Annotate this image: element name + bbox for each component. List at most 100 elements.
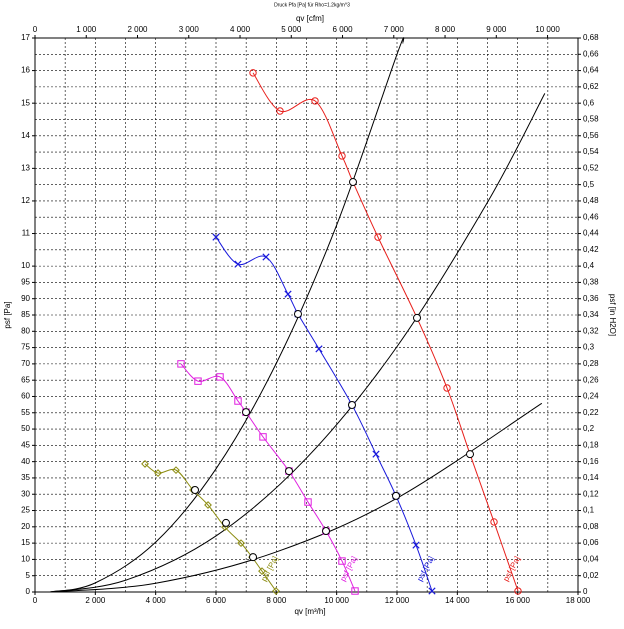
operating-point — [322, 527, 331, 536]
marker — [216, 373, 224, 381]
operating-point — [347, 400, 356, 409]
marker — [262, 253, 270, 261]
y2-tick-label: 0,32 — [583, 326, 599, 335]
x2-tick-label: 5 000 — [281, 25, 302, 34]
x2-tick-label: 0 — [33, 25, 38, 34]
y-axis-label: psf [Pa] — [3, 301, 12, 328]
x-axis-label: qv [m³/h] — [294, 607, 325, 616]
y2-tick-label: 0,48 — [583, 196, 599, 205]
y2-tick-label: 0,64 — [583, 66, 599, 75]
y-tick-label: 75 — [21, 343, 30, 352]
y2-tick-label: 0,16 — [583, 457, 599, 466]
y2-tick-label: 0,54 — [583, 147, 599, 156]
y2-tick-label: 0,42 — [583, 245, 599, 254]
y-tick-label: 20 — [21, 522, 30, 531]
marker — [338, 557, 346, 565]
y2-tick-label: 0,06 — [583, 538, 599, 547]
marker — [372, 450, 380, 458]
y2-tick-label: 0,08 — [583, 522, 599, 531]
y2-tick-label: 0,44 — [583, 229, 599, 238]
system-curve — [49, 37, 405, 593]
y-tick-label: 55 — [21, 408, 30, 417]
y2-tick-label: 0 — [583, 587, 588, 596]
y-tick-label: 15 — [21, 538, 30, 547]
marker — [304, 498, 312, 506]
marker — [284, 290, 292, 298]
y-tick-label: 70 — [21, 359, 30, 368]
marker — [237, 539, 245, 548]
operating-point — [242, 408, 251, 417]
marker — [249, 69, 257, 77]
y-tick-label: 13 — [21, 163, 30, 172]
y-tick-label: 11 — [22, 229, 31, 238]
y-tick-label: 50 — [21, 424, 30, 433]
y-tick-label: 16 — [21, 66, 30, 75]
x2-axis-label: qv [cfm] — [296, 14, 324, 23]
y2-tick-label: 0,14 — [583, 473, 599, 482]
marker — [443, 384, 451, 392]
x-tick-label: 2 000 — [85, 596, 106, 605]
marker — [272, 587, 280, 595]
y2-tick-label: 0,56 — [583, 131, 599, 140]
x2-tick-label: 4 000 — [230, 25, 251, 34]
y-tick-label: 60 — [21, 392, 30, 401]
marker — [194, 377, 202, 385]
x2-tick-label: 6 000 — [333, 25, 354, 34]
marker — [374, 233, 382, 241]
y-tick-label: 35 — [21, 473, 30, 482]
y-tick-label: 90 — [21, 294, 30, 303]
y2-tick-label: 0,3 — [583, 343, 595, 352]
x-tick-label: 4 000 — [146, 596, 167, 605]
operating-point — [221, 518, 230, 527]
marker — [490, 518, 498, 526]
y-tick-label: 85 — [21, 310, 30, 319]
y2-tick-label: 0,4 — [583, 261, 595, 270]
y-tick-label: 45 — [21, 440, 30, 449]
series-line — [180, 363, 356, 592]
y2-tick-label: 0,2 — [583, 424, 595, 433]
marker — [212, 233, 220, 241]
y2-tick-label: 0,68 — [583, 33, 599, 42]
y2-tick-label: 0,18 — [583, 440, 599, 449]
operating-point — [392, 491, 401, 500]
y2-tick-label: 0,5 — [583, 180, 595, 189]
x2-tick-label: 7 000 — [384, 25, 405, 34]
operating-point — [249, 553, 258, 562]
y-tick-label: 10 — [21, 555, 30, 564]
marker — [234, 397, 242, 405]
y2-tick-label: 0,36 — [583, 294, 599, 303]
x-tick-label: 10 000 — [324, 596, 349, 605]
y2-tick-label: 0,34 — [583, 310, 599, 319]
x2-tick-label: 8 000 — [435, 25, 456, 34]
y2-tick-label: 0,04 — [583, 555, 599, 564]
x-tick-label: 18 000 — [566, 596, 591, 605]
x2-tick-label: 10 000 — [535, 25, 560, 34]
y2-tick-label: 0,58 — [583, 115, 599, 124]
x-tick-label: 16 000 — [505, 596, 530, 605]
y-tick-label: 80 — [21, 326, 30, 335]
system-curve — [50, 93, 546, 593]
marker — [338, 152, 346, 160]
x-tick-label: 8 000 — [266, 596, 287, 605]
y-tick-label: 0 — [26, 587, 31, 596]
marker — [204, 501, 212, 509]
y2-tick-label: 0,22 — [583, 408, 599, 417]
marker — [412, 541, 420, 549]
marker — [351, 587, 359, 595]
marker — [311, 97, 319, 105]
y2-tick-label: 0,52 — [583, 163, 599, 172]
x-tick-label: 14 000 — [445, 596, 470, 605]
operating-point — [413, 313, 422, 322]
marker — [141, 460, 149, 468]
marker — [259, 433, 267, 441]
y-tick-label: 17 — [21, 33, 30, 42]
x-tick-label: 12 000 — [385, 596, 410, 605]
series-line — [144, 463, 277, 592]
y-tick-label: 12 — [21, 196, 30, 205]
y-tick-label: 25 — [21, 506, 30, 515]
y2-tick-label: 0,1 — [583, 506, 595, 515]
marker — [276, 107, 284, 115]
y2-tick-label: 0,46 — [583, 212, 599, 221]
operating-point — [348, 178, 357, 187]
